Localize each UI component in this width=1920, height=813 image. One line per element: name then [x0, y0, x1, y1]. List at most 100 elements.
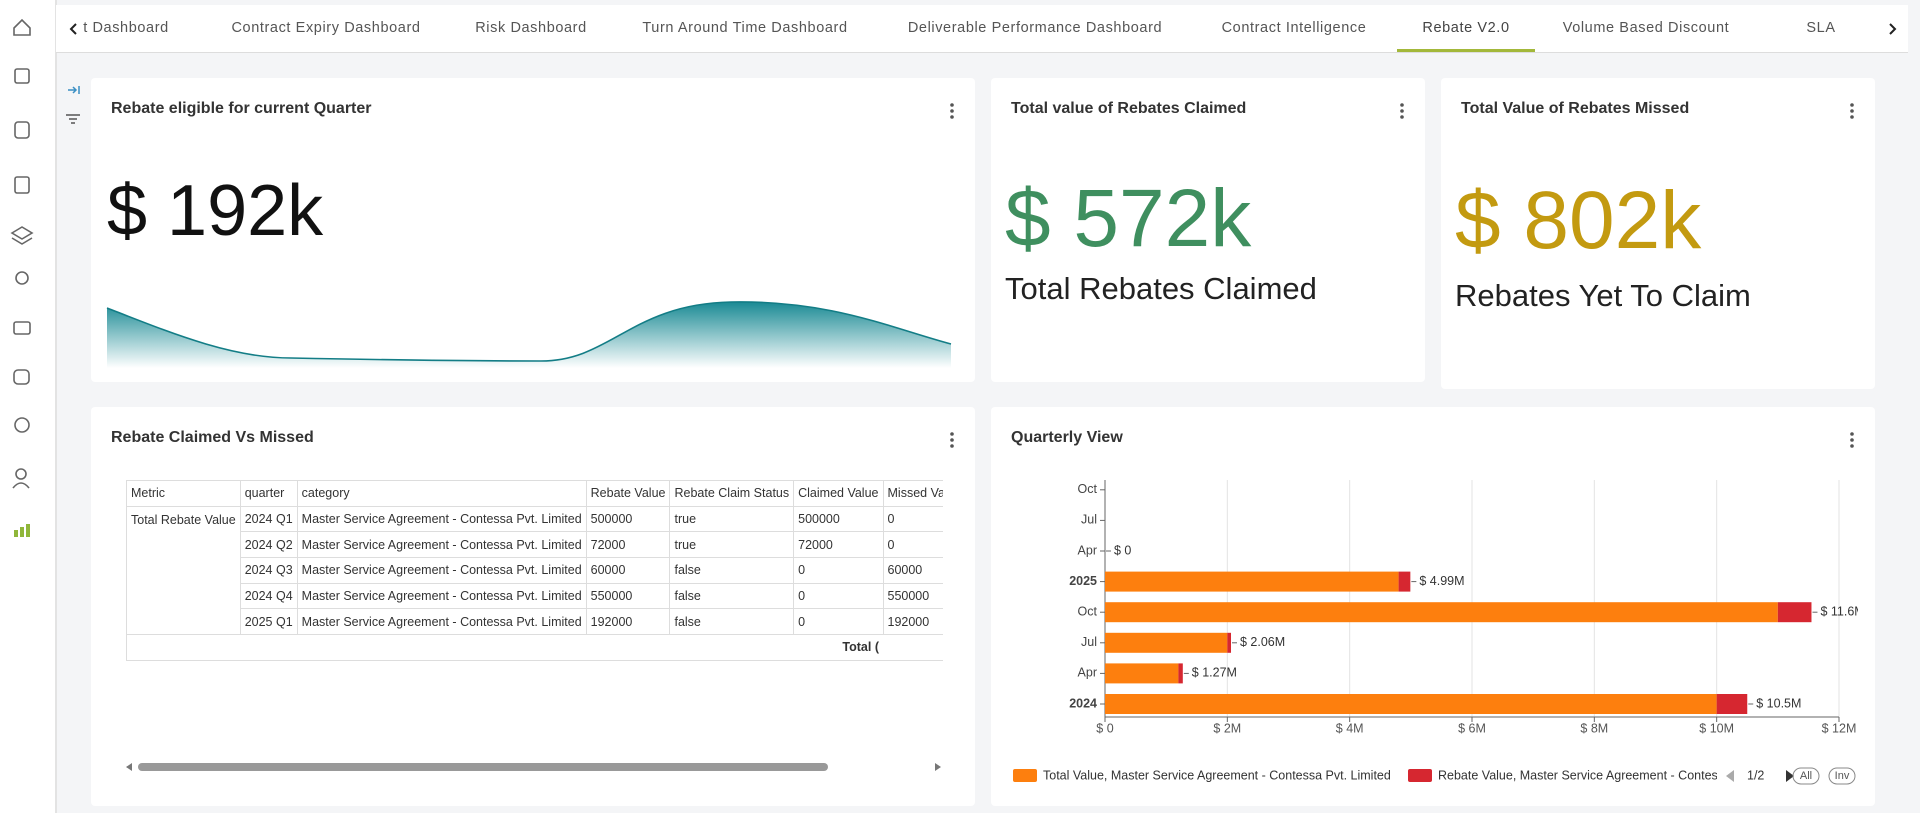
cell: true	[669, 505, 795, 533]
cell: 0	[882, 531, 943, 559]
dot	[1850, 109, 1854, 113]
cell: 2025 Q1	[239, 608, 298, 636]
dot	[950, 432, 954, 436]
cell: Total (	[126, 634, 883, 661]
cell: 72000	[793, 531, 884, 559]
column-header: Rebate Value	[585, 480, 671, 507]
card-menu[interactable]	[1849, 102, 1855, 120]
kpi-value: $ 192k	[107, 171, 324, 251]
tab[interactable]: Contract Intelligence	[1222, 20, 1367, 36]
dot	[950, 109, 954, 113]
tab[interactable]: t Dashboard	[83, 20, 169, 36]
kpi-card: Total Value of Rebates Missed $ 802k Rebat…	[1441, 78, 1875, 389]
cell: 60000	[882, 557, 943, 584]
dot	[1850, 444, 1854, 448]
cell: 2024 Q1	[239, 505, 298, 533]
table-row: 2025 Q1 Master Service Agreement - Contes…	[127, 608, 943, 636]
sidebar-icons	[10, 18, 34, 537]
column-header: Rebate Claim Status	[669, 480, 795, 507]
card-menu[interactable]	[1849, 431, 1855, 449]
tab-bar: t Dashboard Contract Expiry Dashboard Risk…	[56, 5, 1908, 53]
dot	[1850, 432, 1854, 436]
column-header: Metric	[126, 480, 241, 507]
tabs: t Dashboard Contract Expiry Dashboard Risk…	[69, 20, 1897, 52]
cell: 500000	[585, 505, 671, 533]
scrollbar[interactable]	[124, 758, 944, 778]
sparkline-area	[107, 301, 951, 368]
cell: 500000	[793, 505, 884, 533]
cell: 550000	[585, 582, 671, 610]
dot	[1850, 438, 1854, 442]
tab[interactable]: Rebate V2.0	[1422, 20, 1509, 36]
cell: false	[669, 557, 795, 584]
cell: 0	[793, 608, 884, 636]
tab[interactable]: Contract Expiry Dashboard	[231, 20, 420, 36]
dot	[950, 438, 954, 442]
card-title: Total Value of Rebates Missed	[1461, 100, 1690, 117]
dot	[950, 103, 954, 107]
cell: 72000	[585, 531, 671, 559]
sidebar	[0, 0, 57, 813]
card-menu[interactable]	[949, 102, 955, 120]
tab[interactable]: SLA	[1806, 20, 1835, 36]
column-header: quarter	[239, 480, 298, 507]
card-title: Rebate eligible for current Quarter	[111, 100, 372, 117]
table-wrap: Metric quarter category Rebate Value Rebate …	[126, 480, 943, 662]
table-row: 2024 Q2 Master Service Agreement - Contes…	[127, 531, 943, 559]
table-header: Metric quarter category Rebate Value Rebate …	[126, 480, 943, 507]
dot	[1400, 103, 1404, 107]
table-row: Total Rebate Value 2024 Q1 Master Service …	[126, 505, 943, 636]
dot	[1400, 109, 1404, 113]
cell: 0	[793, 582, 884, 610]
cell: 192000	[585, 608, 671, 636]
cell: false	[669, 582, 795, 610]
chart-card: Quarterly View	[991, 407, 1875, 806]
table-footer: Total (	[126, 634, 943, 661]
kpi-card: Total value of Rebates Claimed $ 572k Tota…	[991, 78, 1425, 382]
dot	[1400, 115, 1404, 119]
cell: Master Service Agreement - Contessa Pvt.…	[296, 582, 587, 610]
column-header: category	[296, 480, 587, 507]
column-header: Missed Value	[882, 480, 943, 507]
cell: 2024 Q2	[239, 531, 298, 559]
cell: 2024 Q4	[239, 582, 298, 610]
card-menu[interactable]	[949, 431, 955, 449]
cell: 60000	[585, 557, 671, 584]
table-card: Rebate Claimed Vs Missed Metric quarter ca…	[91, 407, 975, 806]
cell: 2024 Q3	[239, 557, 298, 584]
tab[interactable]: Risk Dashboard	[475, 20, 587, 36]
cell: 0	[882, 505, 943, 533]
column-header: Claimed Value	[793, 480, 884, 507]
table: Metric quarter category Rebate Value Rebate …	[126, 480, 943, 661]
cell: 0	[793, 557, 884, 584]
sparkline	[106, 301, 952, 368]
active-tab-indicator	[1397, 49, 1535, 52]
card-title: Rebate Claimed Vs Missed	[111, 429, 314, 446]
cell: Master Service Agreement - Contessa Pvt.…	[296, 608, 587, 636]
dot	[1850, 115, 1854, 119]
kpi-value: $ 572k	[1005, 173, 1252, 264]
cell: false	[669, 608, 795, 636]
table-row: 2024 Q4 Master Service Agreement - Contes…	[127, 582, 943, 610]
tab-prev[interactable]	[69, 23, 77, 35]
kpi-caption: Total Rebates Claimed	[1005, 271, 1317, 306]
card-menu[interactable]	[1399, 102, 1405, 120]
card-title: Quarterly View	[1011, 429, 1123, 446]
cell: Master Service Agreement - Contessa Pvt.…	[296, 531, 587, 559]
cell: 192000	[882, 608, 943, 636]
dot	[950, 115, 954, 119]
tab[interactable]: Turn Around Time Dashboard	[642, 20, 847, 36]
card-title: Total value of Rebates Claimed	[1011, 100, 1247, 117]
tab[interactable]: Deliverable Performance Dashboard	[908, 20, 1162, 36]
kpi-value: $ 802k	[1455, 175, 1702, 266]
cell: Master Service Agreement - Contessa Pvt.…	[296, 505, 587, 533]
cell: 550000	[882, 582, 943, 610]
dot	[1850, 103, 1854, 107]
cell: true	[669, 531, 795, 559]
tab-next[interactable]	[1889, 23, 1897, 35]
dot	[950, 444, 954, 448]
kpi-card: Rebate eligible for current Quarter $ 192…	[91, 78, 975, 382]
cell	[883, 634, 943, 661]
tab[interactable]: Volume Based Discount	[1563, 20, 1730, 36]
